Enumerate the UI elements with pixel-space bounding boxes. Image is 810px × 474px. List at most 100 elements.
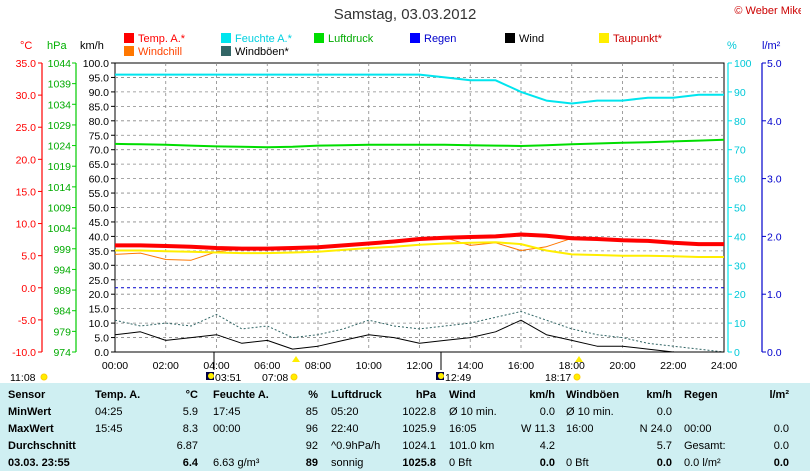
time-tick-label: 08:00 bbox=[305, 360, 331, 372]
table-cell: 0.0 l/m² bbox=[684, 457, 721, 469]
pressure-series-line bbox=[114, 138, 725, 149]
chart-tick-labels: 00:00 02:00 04:00 06:00 08:00 10:00 12:00 14:00… bbox=[12, 58, 782, 372]
humidity-tick-label: 100 bbox=[734, 58, 752, 70]
table-cell: 85 bbox=[305, 406, 318, 418]
table-cell: 05:20 bbox=[331, 406, 359, 418]
wind-series-line bbox=[114, 319, 724, 353]
copyright-label: © Weber Mike bbox=[734, 5, 804, 17]
table-cell: 1025.9 bbox=[402, 423, 436, 435]
wind-tick-label: 60.0 bbox=[89, 174, 110, 186]
legend-temp: Temp. A.* bbox=[124, 33, 185, 45]
table-cell: 17:45 bbox=[213, 406, 241, 418]
table-row: MaxWert 15:45 8.3 00:00 96 22:40 1025.9 16:05 W … bbox=[0, 423, 810, 440]
temp-axis-unit: °C bbox=[20, 40, 33, 52]
legend-label: Taupunkt* bbox=[613, 33, 662, 45]
wind-tick-label: 85.0 bbox=[89, 101, 110, 113]
table-cell: 0.0 bbox=[773, 440, 789, 452]
legend-swatch bbox=[410, 33, 420, 43]
cropped-edge bbox=[801, 0, 810, 383]
legend-dewpoint: Taupunkt* bbox=[599, 33, 662, 45]
rain-tick-label: 2.0 bbox=[767, 231, 782, 243]
table-header: hPa bbox=[415, 389, 436, 401]
table-cell: 5.9 bbox=[182, 406, 198, 418]
pressure-tick-label: 1024 bbox=[48, 141, 72, 153]
temp-tick-label: 15.0 bbox=[16, 186, 37, 198]
table-row: 03.03. 23:55 6.4 6.63 g/m³ 89 sonnig 1025.8 0 … bbox=[0, 457, 810, 474]
table-cell: 6.87 bbox=[176, 440, 198, 452]
table-header: Feuchte A. bbox=[213, 389, 269, 401]
table-cell: 1022.8 bbox=[402, 406, 436, 418]
time-tick-label: 12:00 bbox=[406, 360, 432, 372]
humidity-series-line bbox=[115, 73, 724, 105]
table-cell: 6.4 bbox=[182, 457, 198, 469]
pressure-tick-label: 979 bbox=[53, 326, 71, 338]
legend-wind: Wind bbox=[505, 33, 544, 45]
wind-tick-label: 70.0 bbox=[89, 145, 110, 157]
table-cell: 101.0 km bbox=[449, 440, 495, 452]
temp-tick-label: 30.0 bbox=[16, 90, 37, 102]
moon-glyph bbox=[208, 373, 214, 379]
pressure-tick-label: 1029 bbox=[48, 120, 72, 132]
table-header: km/h bbox=[646, 389, 672, 401]
humidity-tick-label: 90 bbox=[734, 87, 746, 99]
humidity-tick-label: 60 bbox=[734, 174, 746, 186]
table-cell: Gesamt: bbox=[684, 440, 726, 452]
table-header: Luftdruck bbox=[331, 389, 382, 401]
table-cell: Ø 10 min. bbox=[449, 406, 497, 418]
wind-tick-label: 95.0 bbox=[89, 72, 110, 84]
gusts-series-line bbox=[114, 311, 725, 353]
table-cell: 22:40 bbox=[331, 423, 359, 435]
table-row: Durchschnitt 6.87 92 ^0.9hPa/h 1024.1 101.0 k… bbox=[0, 440, 810, 457]
table-cell: sonnig bbox=[331, 457, 364, 469]
pressure-tick-label: 1034 bbox=[48, 99, 72, 111]
table-cell: 0.0 bbox=[539, 406, 555, 418]
humidity-tick-label: 40 bbox=[734, 231, 746, 243]
table-cell: W 11.3 bbox=[520, 423, 555, 435]
table-cell: 0.0 bbox=[656, 457, 672, 469]
pressure-tick-label: 1039 bbox=[48, 79, 72, 91]
legend-label: Luftdruck bbox=[328, 33, 374, 45]
legend-label: Regen bbox=[424, 33, 457, 45]
humidity-tick-label: 30 bbox=[734, 260, 746, 272]
humidity-tick-label: 80 bbox=[734, 116, 746, 128]
sun-icon bbox=[573, 373, 581, 381]
row-label: Durchschnitt bbox=[8, 440, 76, 452]
table-cell: 1024.1 bbox=[402, 440, 436, 452]
row-label: MinWert bbox=[8, 406, 52, 418]
sunrise-marker: 07:08 bbox=[262, 372, 288, 383]
moon-glyph bbox=[438, 373, 444, 379]
wind-tick-label: 55.0 bbox=[89, 188, 110, 200]
time-tick-label: 20:00 bbox=[609, 360, 635, 372]
legend-swatch bbox=[505, 33, 515, 43]
time-tick-label: 24:00 bbox=[711, 360, 737, 372]
table-cell: 16:05 bbox=[449, 423, 477, 435]
temp-tick-label: -5.0 bbox=[18, 315, 36, 327]
legend-swatch bbox=[124, 46, 134, 56]
wind-tick-label: 80.0 bbox=[89, 116, 110, 128]
time-tick-label: 10:00 bbox=[356, 360, 382, 372]
table-header: °C bbox=[185, 389, 198, 401]
table-cell: 0.0 bbox=[539, 457, 555, 469]
wind-tick-label: 25.0 bbox=[89, 275, 110, 287]
humidity-tick-label: 10 bbox=[734, 318, 746, 330]
dewpoint-series-line bbox=[115, 241, 724, 258]
weather-chart: 00:00 02:00 04:00 06:00 08:00 10:00 12:00 14:00… bbox=[10, 58, 782, 383]
table-cell: ^0.9hPa/h bbox=[331, 440, 381, 452]
rain-tick-label: 1.0 bbox=[767, 289, 782, 301]
pressure-tick-label: 989 bbox=[53, 285, 71, 297]
wind-tick-label: 65.0 bbox=[89, 159, 110, 171]
sun-axis-marker bbox=[575, 356, 583, 362]
legend-swatch bbox=[314, 33, 324, 43]
time-tick-label: 16:00 bbox=[508, 360, 534, 372]
legend-swatch bbox=[221, 33, 231, 43]
sun-moon-events: 11:08 03:51 07:08 12:49 18:17 bbox=[10, 352, 583, 383]
legend-swatch bbox=[221, 46, 231, 56]
table-cell: 6.63 g/m³ bbox=[213, 457, 260, 469]
wind-tick-label: 40.0 bbox=[89, 231, 110, 243]
table-cell: 04:25 bbox=[95, 406, 123, 418]
table-cell: 0.0 bbox=[773, 423, 789, 435]
summary-table: Sensor Temp. A. °C Feuchte A. % Luftdruc… bbox=[0, 383, 810, 471]
table-cell: 16:00 bbox=[566, 423, 594, 435]
sun-icon bbox=[290, 373, 298, 381]
